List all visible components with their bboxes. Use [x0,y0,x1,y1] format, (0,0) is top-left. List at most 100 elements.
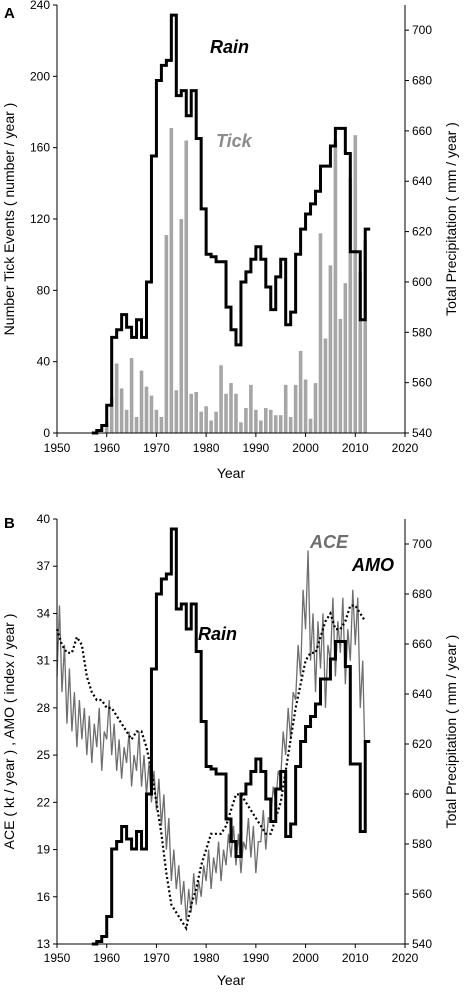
y2-tick-label: 580 [412,325,432,339]
x-axis-title: Year [217,465,246,481]
rain-step-line [91,527,371,946]
y2-tick-label: 540 [412,426,432,440]
y-axis-title: Number Tick Events ( number / year ) [1,103,17,336]
tick-bar-1974 [174,390,179,433]
tick-bar-2004 [323,338,328,433]
x-tick-label: 2020 [392,951,419,965]
tick-bar-1962 [114,363,119,433]
panel-letter: A [4,5,15,22]
tick-bar-1969 [149,395,154,433]
y-tick-label: 19 [37,843,51,857]
y2-tick-label: 640 [412,174,432,188]
y-tick-label: 22 [37,795,51,809]
tick-bar-2002 [313,383,318,433]
y2-tick-label: 600 [412,787,432,801]
tick-bar-1995 [278,415,283,433]
x-tick-label: 2000 [292,441,319,455]
x-tick-label: 1990 [243,951,270,965]
y-tick-label: 120 [30,212,50,226]
tick-bar-1982 [214,411,218,433]
tick-bar-1978 [194,391,198,433]
tick-bar-2003 [318,233,323,433]
tick-bar-1992 [264,408,268,433]
tick-bar-2005 [328,265,333,433]
x-tick-label: 1970 [143,951,170,965]
y2-tick-label: 620 [412,737,432,751]
chart-panel-a: 1950 1960 1970 1980 1990 2000 2010 2020 0 40 80 120… [1,0,459,481]
y2-tick-label: 640 [412,687,432,701]
tick-bar-1964 [124,409,129,433]
tick-bar-1997 [288,416,293,433]
y2-tick-label: 580 [412,837,432,851]
y2-tick-label: 660 [412,637,432,651]
tick-bar-1968 [144,386,149,433]
tick-bar-1987 [239,422,243,433]
y-tick-label: 34 [37,606,51,620]
x-tick-label: 2000 [292,951,319,965]
y2-axis-title: Total Precipitation ( mm / year ) [443,635,459,829]
tick-bar-1975 [179,219,184,433]
x-tick-label: 1960 [93,951,120,965]
y2-tick-label: 660 [412,124,432,138]
tick-bar-1973 [169,128,174,434]
tick-bar-1989 [249,384,253,433]
tick-bar-1970 [154,409,159,433]
tick-bar-2011 [358,272,363,433]
amo-line [55,604,367,932]
y-tick-label: 31 [37,654,51,668]
x-tick-label: 1950 [44,951,71,965]
y2-tick-label: 620 [412,225,432,239]
y-tick-label: 40 [37,512,51,526]
tick-bar-1985 [229,383,233,433]
series-label-rain: Rain [210,37,249,57]
tick-bar-1986 [234,393,238,433]
x-tick-label: 1980 [193,441,220,455]
tick-bar-1984 [224,393,228,433]
y2-tick-label: 560 [412,887,432,901]
y-tick-label: 16 [37,890,51,904]
tick-bar-1960 [104,422,109,433]
tick-bar-2012 [363,240,368,433]
y-axis-title: ACE ( kt / year ) , AMO ( index / year ) [1,614,17,850]
x-tick-label: 1980 [193,951,220,965]
tick-bar-2000 [303,379,308,433]
series-label-ace: ACE [309,532,349,552]
tick-bar-1972 [164,235,169,433]
tick-bar-1976 [184,140,189,433]
series-label-rain: Rain [198,624,237,644]
ace-line [56,550,366,921]
y-tick-label: 0 [43,426,50,440]
y-tick-label: 37 [37,559,51,573]
tick-bar-1981 [209,420,213,433]
tick-bar-1971 [159,416,164,433]
tick-bar-1994 [273,415,278,433]
y-tick-label: 28 [37,701,51,715]
y2-tick-label: 700 [412,537,432,551]
tick-bar-2001 [308,418,313,433]
x-tick-label: 1970 [143,441,170,455]
series-label-amo: AMO [351,555,394,575]
tick-bar-1965 [129,358,134,433]
chart-panel-b: 1950 1960 1970 1980 1990 2000 2010 2020 13 16 19 22… [1,512,459,988]
y-tick-label: 40 [37,355,51,369]
y-tick-label: 160 [30,141,50,155]
tick-bar-1991 [259,420,263,433]
tick-bar-1990 [254,409,258,433]
x-tick-label: 2020 [392,441,419,455]
series-label-tick: Tick [216,131,253,151]
panel-letter: B [4,515,15,532]
x-tick-label: 1990 [243,441,270,455]
tick-bar-2006 [333,140,338,433]
rain-step-line [91,13,371,435]
y2-tick-label: 700 [412,23,432,37]
tick-bar-2010 [353,135,358,433]
tick-bar-2009 [348,177,353,433]
tick-bar-1993 [268,409,273,433]
x-tick-label: 2010 [342,951,369,965]
y-tick-label: 240 [30,0,50,12]
tick-bar-2007 [338,318,343,433]
x-tick-label: 1960 [93,441,120,455]
tick-bar-1966 [134,416,139,433]
